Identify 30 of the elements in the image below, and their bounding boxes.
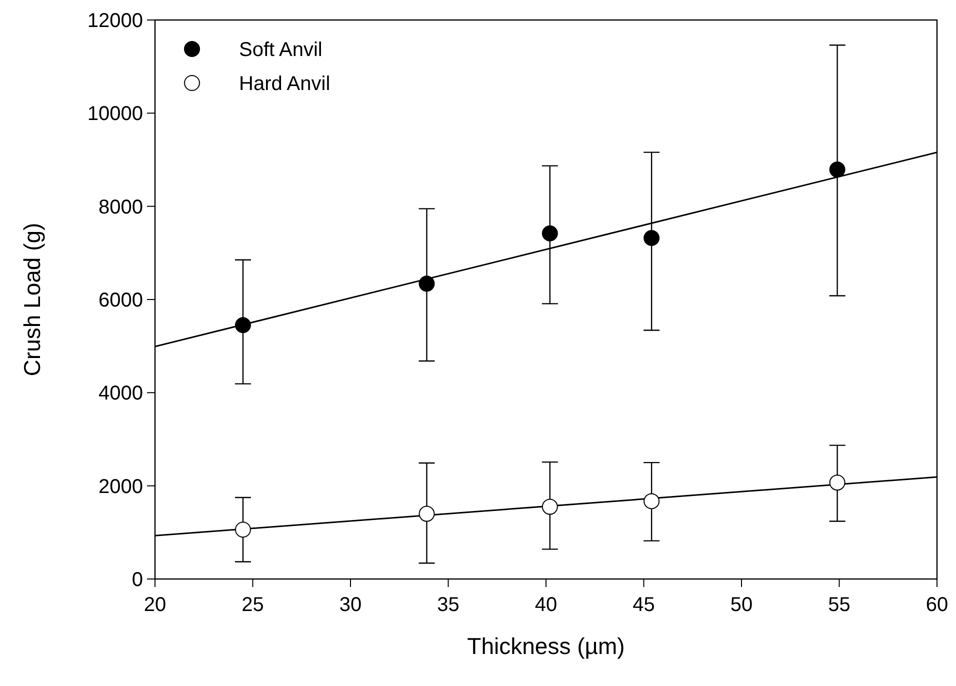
legend-label: Soft Anvil — [239, 39, 322, 61]
x-tick-label: 45 — [632, 594, 655, 616]
x-tick-label: 25 — [242, 594, 264, 616]
point — [644, 493, 660, 510]
point — [644, 230, 660, 246]
x-tick-label: 50 — [730, 594, 753, 616]
y-tick-label: 8000 — [98, 196, 143, 218]
point — [542, 498, 558, 515]
x-tick-label: 30 — [339, 594, 362, 616]
point — [829, 474, 846, 491]
y-tick-label: 2000 — [98, 476, 143, 498]
point — [418, 276, 435, 292]
y-tick-label: 10000 — [87, 103, 143, 126]
y-tick-label: 12000 — [87, 10, 143, 32]
x-tick-label: 20 — [144, 594, 166, 616]
x-axis-title: Thickness (µm) — [467, 633, 625, 659]
x-tick-label: 35 — [437, 594, 460, 616]
point — [542, 225, 558, 242]
y-axis-title: Crush Load (g) — [19, 222, 45, 376]
x-tick-label: 55 — [828, 594, 850, 616]
y-tick-label: 0 — [132, 569, 143, 591]
x-tick-label: 40 — [534, 594, 558, 616]
point — [234, 317, 251, 334]
x-tick-label: 60 — [926, 594, 948, 616]
y-tick-label: 6000 — [98, 290, 143, 312]
point — [418, 506, 435, 522]
legend-label: Hard Anvil — [239, 73, 330, 95]
y-tick-label: 4000 — [98, 382, 143, 405]
point — [234, 522, 251, 538]
point — [829, 162, 846, 178]
